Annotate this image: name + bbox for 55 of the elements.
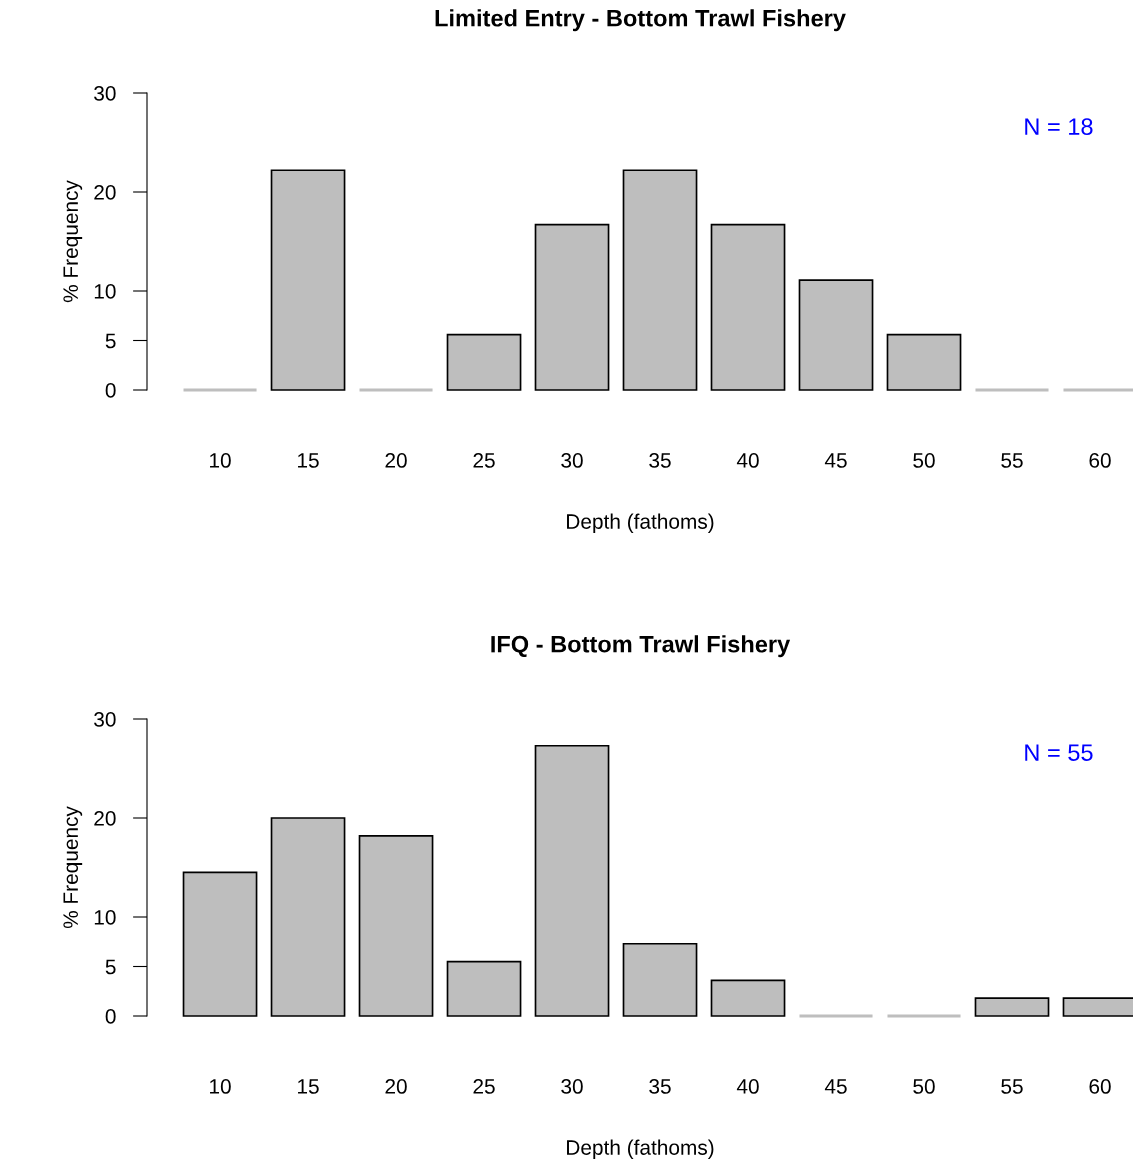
x-tick-label: 30 — [561, 453, 583, 468]
bar — [974, 997, 1050, 1017]
bar — [886, 333, 962, 391]
y-tick-label: 30 — [94, 86, 116, 101]
x-tick-label: 25 — [473, 1079, 495, 1094]
x-tick-label: 20 — [385, 453, 407, 468]
bar — [182, 871, 258, 1017]
bar — [710, 979, 786, 1017]
x-tick-label: 30 — [561, 1079, 583, 1094]
chart-title: Limited Entry - Bottom Trawl Fishery — [435, 9, 846, 32]
x-axis-title: Depth (fathoms) — [567, 513, 714, 534]
x-axis-title: Depth (fathoms) — [567, 1139, 714, 1160]
y-tick-label: 10 — [94, 284, 116, 299]
y-tick-label: 5 — [105, 959, 116, 975]
x-tick-label: 45 — [824, 1079, 847, 1094]
x-tick-label: 15 — [298, 1079, 319, 1094]
bar — [534, 223, 610, 391]
x-tick-label: 50 — [913, 453, 935, 468]
y-tick-label: 5 — [105, 333, 116, 349]
x-tick-label: 15 — [298, 453, 319, 468]
x-tick-label: 35 — [649, 453, 671, 468]
x-tick-label: 60 — [1089, 453, 1111, 468]
x-tick-label: 10 — [210, 1079, 231, 1094]
bar — [446, 333, 522, 391]
bar — [446, 960, 522, 1017]
bar — [798, 279, 874, 391]
bar — [534, 744, 610, 1017]
bar — [622, 942, 698, 1017]
y-tick-label: 30 — [94, 712, 116, 727]
y-axis-title: % Frequency — [63, 806, 83, 929]
x-tick-label: 60 — [1089, 1079, 1111, 1094]
y-tick-label: 10 — [94, 910, 116, 925]
x-tick-label: 40 — [736, 453, 759, 468]
x-tick-label: 45 — [824, 453, 847, 468]
y-tick-label: 0 — [105, 383, 116, 398]
x-tick-label: 55 — [1001, 1079, 1023, 1094]
x-tick-label: 40 — [736, 1079, 759, 1094]
bar — [622, 169, 698, 391]
x-tick-label: 10 — [210, 453, 231, 468]
x-tick-label: 25 — [473, 453, 495, 468]
chart-title: IFQ - Bottom Trawl Fishery — [491, 635, 791, 658]
bar — [270, 817, 346, 1017]
y-tick-label: 20 — [94, 811, 116, 826]
y-axis-title: % Frequency — [63, 180, 83, 303]
annotation: N = 18 — [1025, 118, 1093, 135]
annotation: N = 55 — [1025, 744, 1093, 761]
bar — [358, 834, 434, 1017]
bar — [270, 169, 346, 391]
y-tick-label: 20 — [94, 185, 116, 200]
x-tick-label: 35 — [649, 1079, 671, 1094]
y-tick-label: 0 — [105, 1009, 116, 1024]
bar — [710, 223, 786, 391]
x-tick-label: 55 — [1001, 453, 1023, 468]
x-tick-label: 50 — [913, 1079, 935, 1094]
x-tick-label: 20 — [385, 1079, 407, 1094]
